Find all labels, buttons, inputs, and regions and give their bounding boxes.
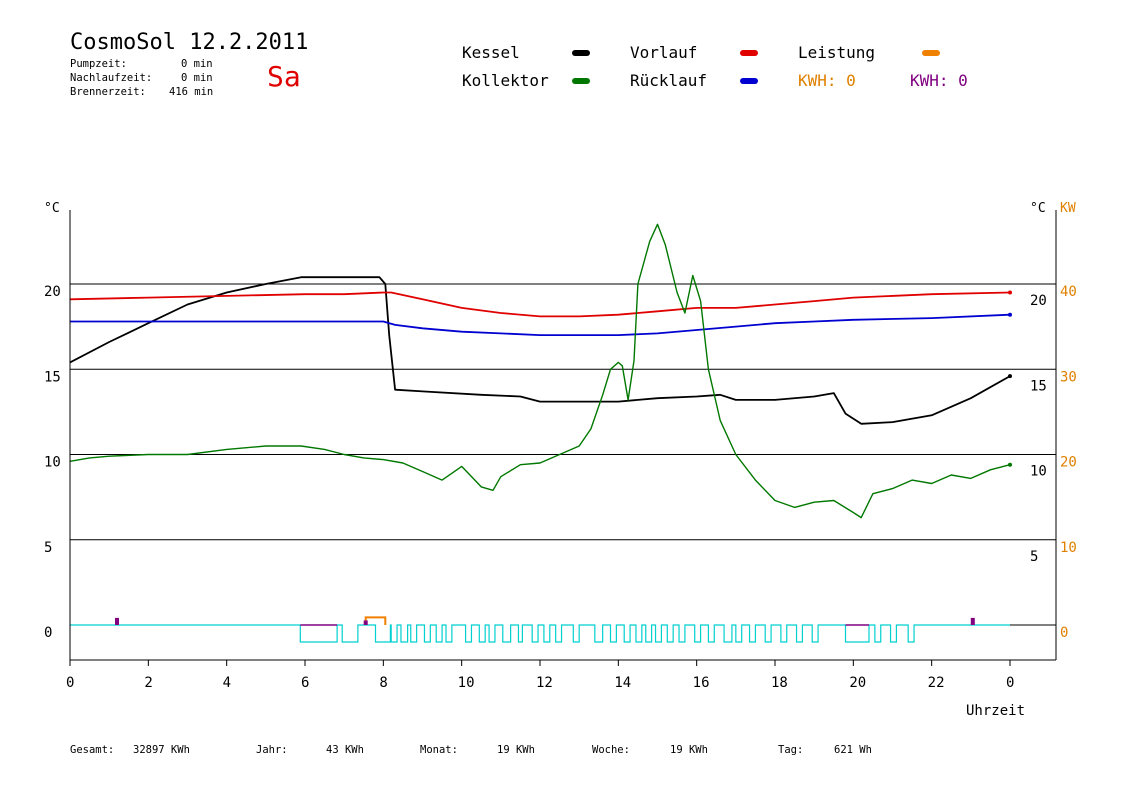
footer-woche-value: 19 KWh <box>670 744 708 756</box>
nachlaufzeit-value: 0 min <box>181 72 213 84</box>
brennerzeit-label: Brennerzeit: <box>70 86 146 98</box>
kollektor-series <box>69 223 1011 519</box>
legend-kwh-orange: KWH: 0 <box>798 71 856 90</box>
x-tick-label: 8 <box>379 675 387 691</box>
x-tick-label: 18 <box>771 675 788 691</box>
legend-kollektor-label: Kollektor <box>462 71 549 90</box>
footer-woche-label: Woche: <box>592 744 630 756</box>
x-tick-label: 2 <box>144 675 152 691</box>
kollektor-series-end-point <box>1008 462 1012 467</box>
vorlauf-series-end-point <box>1008 290 1012 295</box>
kessel-series-end-point <box>1008 374 1012 379</box>
legend-vorlauf-swatch <box>740 50 758 56</box>
y-tick-label-right: 10 <box>1030 464 1047 480</box>
legend-ruecklauf-label: Rücklauf <box>630 71 708 90</box>
y-tick-label-right: 20 <box>1030 293 1047 309</box>
y-tick-label-kw: 20 <box>1060 455 1077 471</box>
legend-kessel-label: Kessel <box>462 43 520 62</box>
footer-monat-value: 19 KWh <box>497 744 535 756</box>
y-tick-label-left: 10 <box>44 455 61 471</box>
purple-mark <box>115 617 119 625</box>
brennerzeit-value: 416 min <box>169 86 214 98</box>
legend-ruecklauf-swatch <box>740 78 758 84</box>
legend-leistung-swatch <box>922 50 940 56</box>
purple-mark <box>363 620 368 625</box>
footer-tag-value: 621 Wh <box>834 744 872 756</box>
footer-monat-label: Monat: <box>420 744 458 756</box>
weekday-label: Sa <box>267 60 301 93</box>
y-axis-unit-right: °C <box>1030 201 1046 216</box>
y-tick-label-kw: 10 <box>1060 540 1077 556</box>
y-axis-unit-kw: KW <box>1060 201 1076 216</box>
legend-kwh-purple: KWH: 0 <box>910 71 968 90</box>
footer-jahr-label: Jahr: <box>256 744 288 756</box>
y-tick-label-kw: 30 <box>1060 369 1077 385</box>
footer-jahr-value: 43 KWh <box>326 744 364 756</box>
ruecklauf-series-end-point <box>1008 312 1012 317</box>
legend-vorlauf-label: Vorlauf <box>630 43 698 62</box>
legend-kollektor-swatch <box>572 78 590 84</box>
footer-gesamt-label: Gesamt: <box>70 744 115 756</box>
footer-gesamt-value: 32897 KWh <box>133 744 190 756</box>
x-tick-label: 4 <box>223 675 231 691</box>
y-tick-label-kw: 0 <box>1060 625 1068 641</box>
x-tick-label: 20 <box>849 675 866 691</box>
x-tick-label: 16 <box>693 675 710 691</box>
y-tick-label-left: 20 <box>44 284 61 300</box>
x-tick-label: 0 <box>66 675 74 691</box>
legend-leistung-label: Leistung <box>798 43 876 62</box>
leistung-series <box>364 616 387 625</box>
vorlauf-series <box>69 291 1011 318</box>
legend-kessel-swatch <box>572 50 590 56</box>
x-tick-label: 22 <box>928 675 945 691</box>
purple-mark <box>970 617 975 625</box>
chart-title: CosmoSol 12.2.2011 <box>70 30 309 55</box>
y-tick-label-left: 5 <box>44 540 52 556</box>
y-tick-label-left: 15 <box>44 369 61 385</box>
y-tick-label-right: 5 <box>1030 549 1038 565</box>
x-axis-label: Uhrzeit <box>966 703 1025 719</box>
ruecklauf-series <box>70 313 1011 337</box>
x-tick-label: 12 <box>536 675 553 691</box>
y-tick-label-right: 15 <box>1030 378 1047 394</box>
y-tick-label-kw: 40 <box>1060 284 1077 300</box>
footer-tag-label: Tag: <box>778 744 804 756</box>
pumpzeit-label: Pumpzeit: <box>70 58 127 70</box>
y-axis-unit-left: °C <box>44 201 60 216</box>
x-tick-label: 10 <box>458 675 475 691</box>
pumpzeit-value: 0 min <box>181 58 213 70</box>
x-tick-label: 14 <box>614 675 631 691</box>
y-tick-label-left: 0 <box>44 625 52 641</box>
x-tick-label: 6 <box>301 675 309 691</box>
x-tick-label: 0 <box>1006 675 1014 691</box>
nachlaufzeit-label: Nachlaufzeit: <box>70 72 153 84</box>
cyan-pump-line <box>70 624 1010 643</box>
kessel-series <box>69 276 1011 425</box>
